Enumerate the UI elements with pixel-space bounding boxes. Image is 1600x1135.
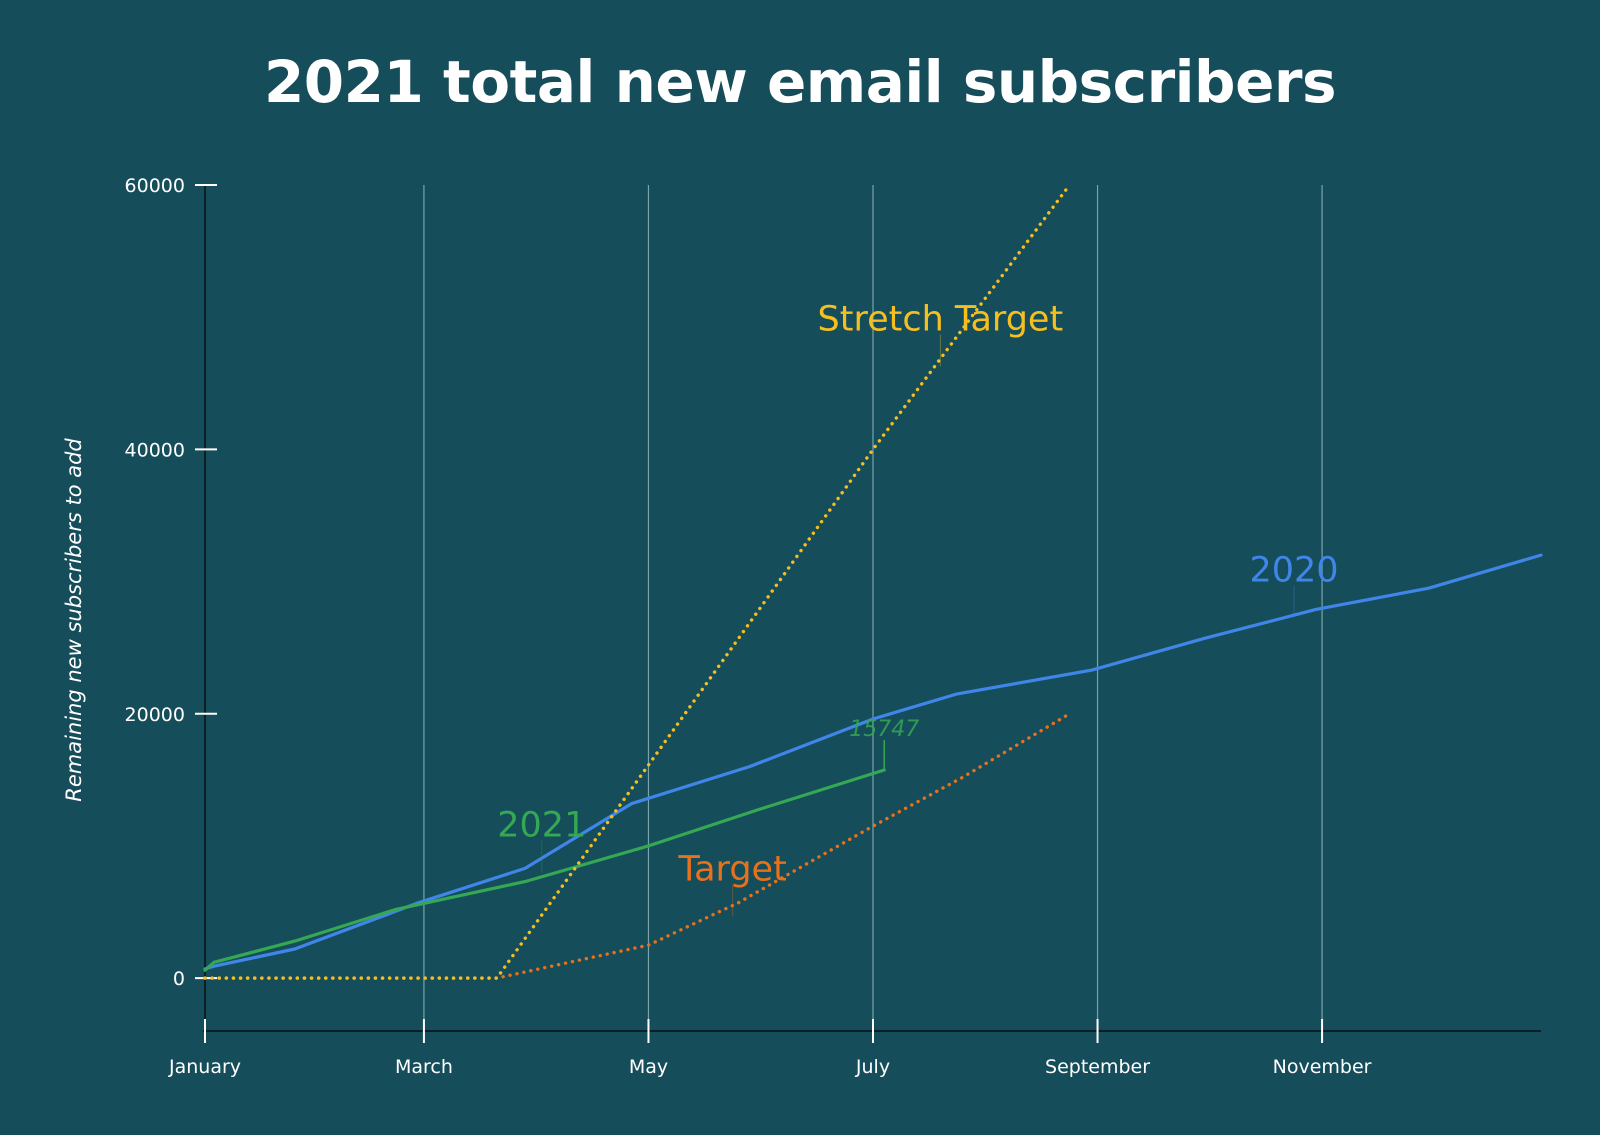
- series-label-target: Target: [678, 849, 787, 889]
- x-tick-label: January: [168, 1056, 241, 1078]
- series-line-target: [203, 712, 1072, 980]
- x-tick-label: March: [395, 1056, 453, 1078]
- series-label-stretch-target: Stretch Target: [818, 299, 1064, 339]
- y-tick-label: 40000: [125, 439, 185, 461]
- x-tick-label: May: [629, 1056, 668, 1078]
- y-tick-label: 20000: [125, 704, 185, 726]
- series-line-2021: [203, 768, 886, 972]
- y-tick-label: 0: [173, 968, 185, 990]
- series-line-stretch-target: [203, 183, 1072, 980]
- series-label-2021: 2021: [497, 806, 586, 846]
- series-line-2020: [203, 553, 1543, 971]
- x-tick-label: July: [855, 1056, 890, 1078]
- chart-title: 2021 total new email subscribers: [263, 48, 1337, 116]
- series-label-2020: 2020: [1249, 551, 1338, 591]
- y-axis-label: Remaining new subscribers to add: [62, 438, 86, 802]
- annotation-label: 15747: [849, 717, 919, 742]
- y-tick-label: 60000: [125, 175, 185, 197]
- x-tick-label: November: [1273, 1056, 1372, 1078]
- x-tick-label: September: [1045, 1056, 1150, 1078]
